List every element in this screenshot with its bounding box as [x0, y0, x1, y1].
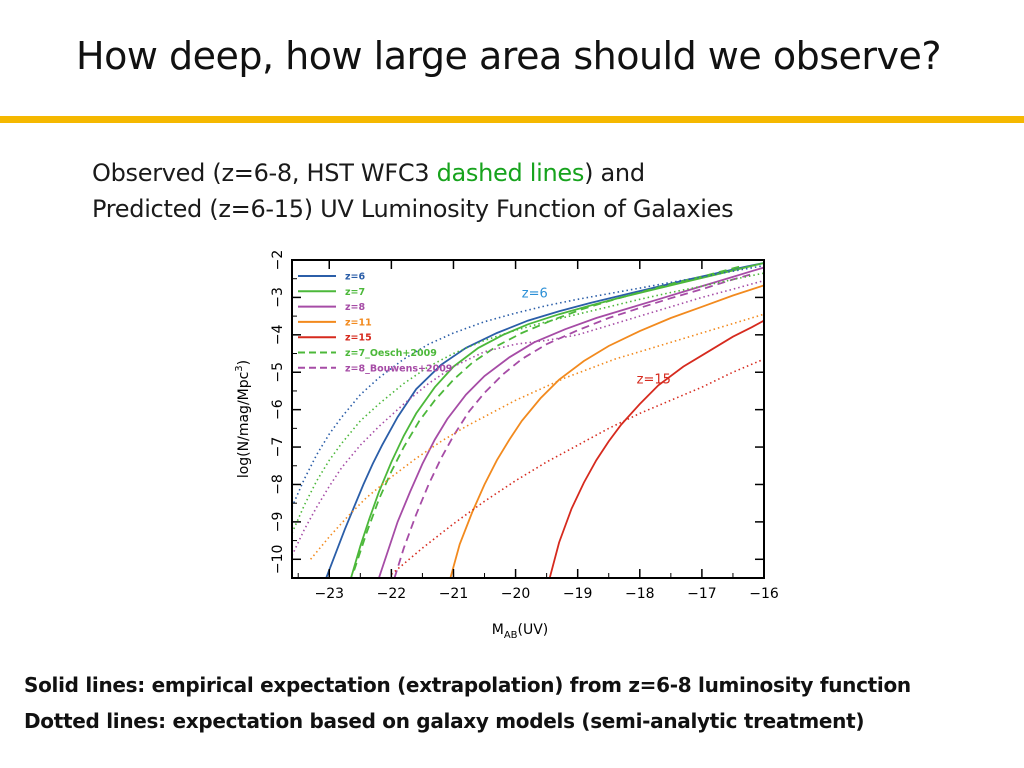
series-line-z-15-model	[390, 358, 764, 575]
plot-frame	[291, 259, 765, 579]
series-line-z-6	[325, 262, 764, 578]
legend-label: z=11	[345, 317, 372, 328]
title-divider	[0, 116, 1024, 123]
subtitle-text-a: Observed (z=6-8, HST WFC3	[92, 159, 437, 187]
y-tick-label: −2	[270, 250, 286, 271]
notes: Solid lines: empirical expectation (extr…	[24, 667, 911, 739]
chart-description: Observed (z=6-8, HST WFC3 dashed lines) …	[92, 155, 734, 227]
x-tick-label: −20	[501, 586, 531, 602]
y-tick-label: −10	[270, 545, 286, 575]
series-line-z-7	[350, 262, 764, 578]
legend-label: z=15	[345, 333, 372, 344]
luminosity-function-chart: −23 −22 −21 −20 −19 −18 −17 −16 −2 −3 −4 −5 −6 −7 −8 −9…	[232, 248, 792, 648]
chart-svg: −23 −22 −21 −20 −19 −18 −17 −16 −2 −3 −4 −5 −6 −7 −8 −9…	[234, 250, 779, 641]
x-tick-label: −16	[749, 586, 779, 602]
series-line-z-7-model	[292, 272, 764, 534]
y-tick-label: −6	[270, 399, 286, 420]
dotted-lines-note: Dotted lines: expectation based on galax…	[24, 709, 865, 733]
subtitle-line-1: Observed (z=6-8, HST WFC3 dashed lines) …	[92, 155, 733, 191]
x-tick-label: −21	[439, 586, 469, 602]
legend-label: z=7_Oesch+2009	[345, 348, 437, 359]
x-tick-label: −23	[314, 586, 344, 602]
slide-title: How deep, how large area should we obser…	[76, 34, 942, 78]
legend-label: z=8	[345, 302, 365, 313]
series-line-z-8	[378, 266, 764, 578]
x-axis-label: MAB(UV)	[492, 622, 549, 641]
y-tick-label: −7	[270, 437, 286, 458]
subtitle-line-2: Predicted (z=6-15) UV Luminosity Functio…	[92, 195, 734, 223]
y-tick-label: −5	[270, 362, 286, 383]
x-tick-label: −17	[687, 586, 717, 602]
dashed-lines-highlight: dashed lines	[436, 159, 585, 187]
x-tick-label: −18	[625, 586, 655, 602]
y-tick-label: −8	[270, 474, 286, 495]
y-tick-label: −4	[270, 324, 286, 345]
series-line-z-15	[548, 319, 764, 578]
legend-label: z=8_Bouwens+2009	[345, 363, 452, 374]
series-line-z-8-model	[292, 279, 764, 556]
y-axis-label: log(N/mag/Mpc3)	[234, 360, 252, 478]
series-line-z-8-bouwens-2009	[393, 273, 752, 578]
annotation-label: z=6	[522, 286, 548, 301]
legend-label: z=7	[345, 287, 365, 298]
series-line-z-11	[449, 284, 764, 578]
legend-label: z=6	[345, 272, 365, 283]
y-tick-label: −3	[270, 287, 286, 308]
y-tick-label: −9	[270, 512, 286, 533]
annotation-label: z=15	[637, 372, 671, 387]
series-line-z-6-model	[292, 264, 764, 508]
x-tick-label: −19	[563, 586, 593, 602]
x-tick-label: −22	[377, 586, 407, 602]
series-line-z-11-model	[309, 313, 764, 560]
subtitle-text-b: ) and	[584, 159, 645, 187]
solid-lines-note: Solid lines: empirical expectation (extr…	[24, 673, 911, 697]
